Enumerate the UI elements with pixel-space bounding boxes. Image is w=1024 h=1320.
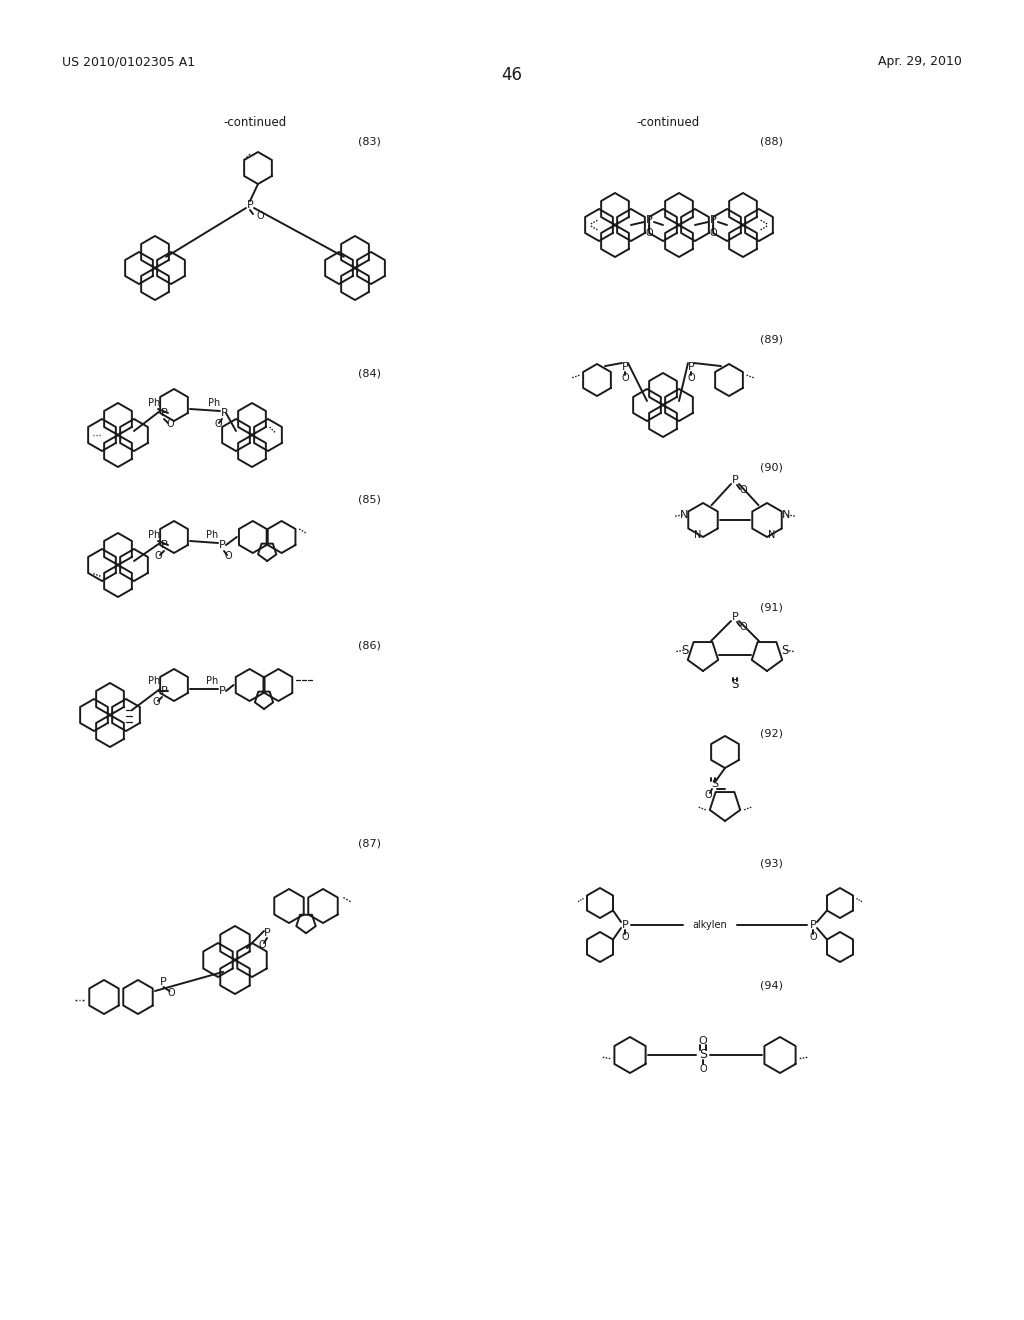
Text: N: N <box>680 510 688 520</box>
Text: P: P <box>688 362 694 372</box>
Text: N: N <box>768 531 776 540</box>
Text: Ph: Ph <box>206 676 218 686</box>
Text: P: P <box>810 920 816 931</box>
Text: -continued: -continued <box>223 116 287 128</box>
Text: O: O <box>699 1064 707 1074</box>
Text: (93): (93) <box>760 858 783 869</box>
Text: (85): (85) <box>358 495 381 506</box>
Text: -continued: -continued <box>636 116 699 128</box>
Text: Ph: Ph <box>208 399 220 408</box>
Text: O: O <box>168 987 175 998</box>
Text: O: O <box>739 484 746 495</box>
Text: Apr. 29, 2010: Apr. 29, 2010 <box>879 55 962 69</box>
Text: P: P <box>622 362 629 372</box>
Text: Ph: Ph <box>147 531 160 540</box>
Text: O: O <box>687 374 695 383</box>
Text: S: S <box>681 644 689 656</box>
Text: S: S <box>712 779 719 789</box>
Text: O: O <box>645 228 653 238</box>
Text: (86): (86) <box>358 640 381 649</box>
Text: P: P <box>731 612 738 622</box>
Text: P: P <box>219 686 225 696</box>
Text: P: P <box>219 540 225 550</box>
Text: O: O <box>256 211 264 220</box>
Text: P: P <box>710 215 717 224</box>
Text: O: O <box>622 932 629 942</box>
Text: S: S <box>731 678 738 692</box>
Text: (89): (89) <box>760 335 783 345</box>
Text: (83): (83) <box>358 137 381 147</box>
Text: S: S <box>699 1048 707 1061</box>
Text: O: O <box>710 228 717 238</box>
Text: O: O <box>155 550 162 561</box>
Text: P: P <box>161 540 167 550</box>
Text: (88): (88) <box>760 137 783 147</box>
Text: 46: 46 <box>502 66 522 84</box>
Text: O: O <box>166 418 174 429</box>
Text: P: P <box>220 408 227 418</box>
Text: O: O <box>705 789 712 800</box>
Text: P: P <box>645 215 652 224</box>
Text: P: P <box>731 475 738 484</box>
Text: O: O <box>622 374 629 383</box>
Text: Ph: Ph <box>206 531 218 540</box>
Text: P: P <box>263 928 270 939</box>
Text: O: O <box>153 697 160 708</box>
Text: O: O <box>809 932 817 942</box>
Text: (94): (94) <box>760 979 783 990</box>
Text: O: O <box>698 1036 708 1045</box>
Text: P: P <box>247 201 253 210</box>
Text: P: P <box>161 686 167 696</box>
Text: P: P <box>161 408 167 418</box>
Text: O: O <box>739 622 746 632</box>
Text: N: N <box>781 510 791 520</box>
Text: O: O <box>214 418 222 429</box>
Text: Ph: Ph <box>147 676 160 686</box>
Text: US 2010/0102305 A1: US 2010/0102305 A1 <box>62 55 196 69</box>
Text: P: P <box>622 920 629 931</box>
Text: (87): (87) <box>358 838 381 847</box>
Text: (90): (90) <box>760 463 783 473</box>
Text: N: N <box>694 531 701 540</box>
Text: Ph: Ph <box>147 399 160 408</box>
Text: O: O <box>224 550 231 561</box>
Text: alkylen: alkylen <box>692 920 727 931</box>
Text: S: S <box>781 644 788 656</box>
Text: (84): (84) <box>358 368 381 378</box>
Text: P: P <box>160 977 167 987</box>
Text: (91): (91) <box>760 602 783 612</box>
Text: (92): (92) <box>760 729 783 738</box>
Text: O: O <box>258 940 266 950</box>
